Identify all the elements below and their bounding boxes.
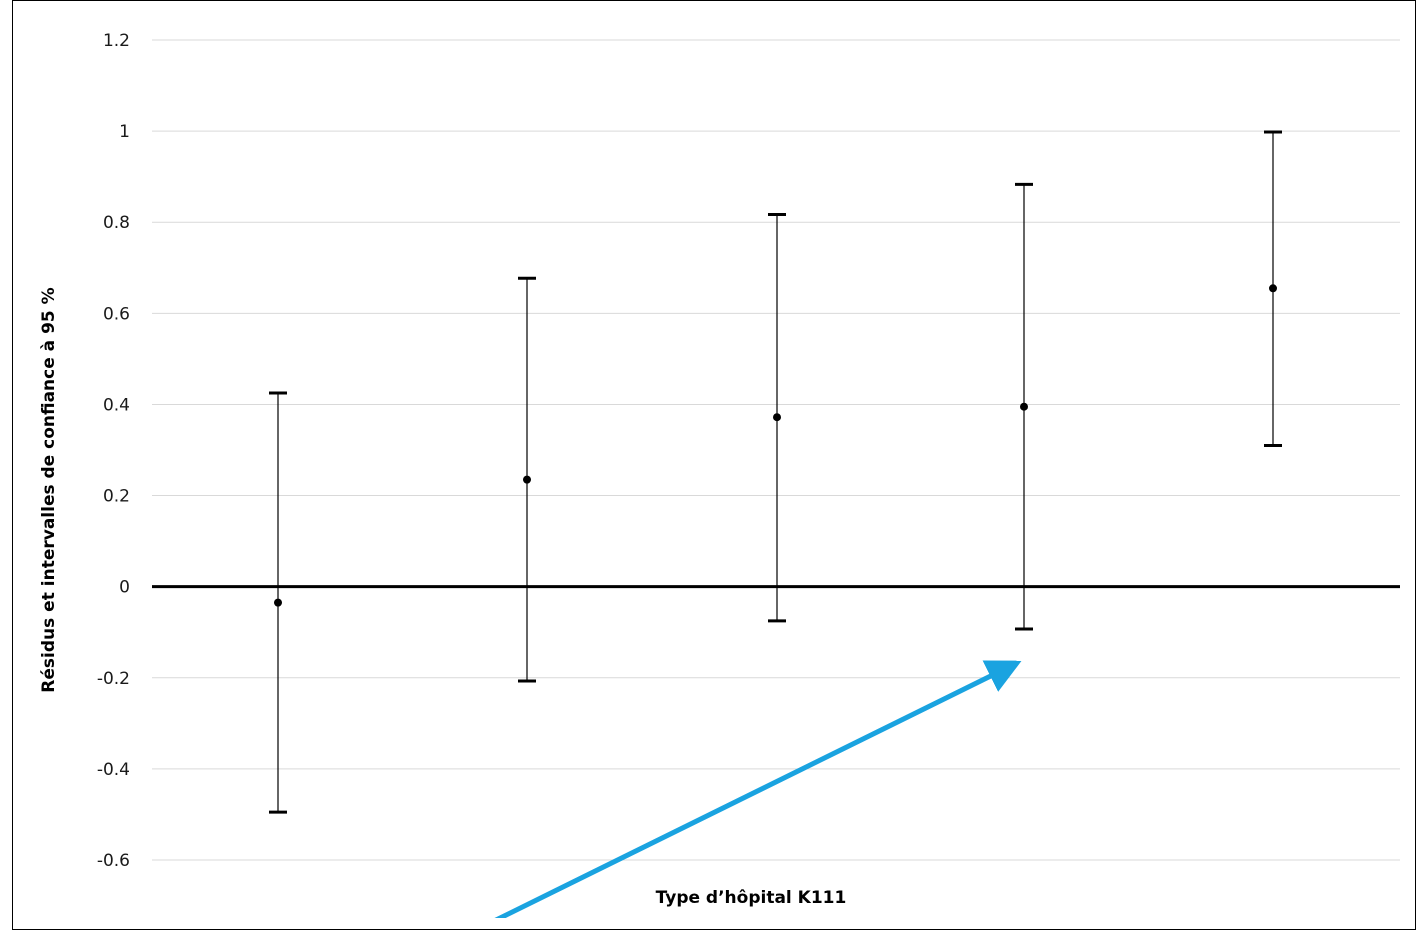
y-tick-label: 0.6 <box>103 304 130 324</box>
gridlines <box>152 39 1400 861</box>
chart-frame <box>12 0 1416 930</box>
data-point <box>523 475 531 484</box>
y-tick-label: 0.2 <box>103 487 130 507</box>
x-axis-title: Type d’hôpital K111 <box>656 888 847 908</box>
y-tick-label: -0.6 <box>97 851 130 871</box>
y-tick-label: 1.2 <box>103 31 130 51</box>
data-point <box>1020 402 1028 411</box>
y-axis-title: Résidus et intervalles de confiance à 95… <box>39 287 59 692</box>
annotation-arrow <box>494 660 1022 918</box>
y-axis-ticks: 1.2 1 0.8 0.6 0.4 0.2 0 -0.2 -0.4 -0.6 <box>97 31 130 871</box>
data-point <box>1269 284 1277 293</box>
y-tick-label: 0 <box>119 578 130 598</box>
y-tick-label: 0.4 <box>103 395 130 415</box>
y-tick-label: 0.8 <box>103 213 130 233</box>
y-tick-label: 1 <box>119 122 130 142</box>
data-point <box>274 598 282 607</box>
error-bars <box>269 130 1282 814</box>
y-tick-label: -0.4 <box>97 760 130 780</box>
y-tick-label: -0.2 <box>97 669 130 689</box>
data-point <box>773 413 781 422</box>
